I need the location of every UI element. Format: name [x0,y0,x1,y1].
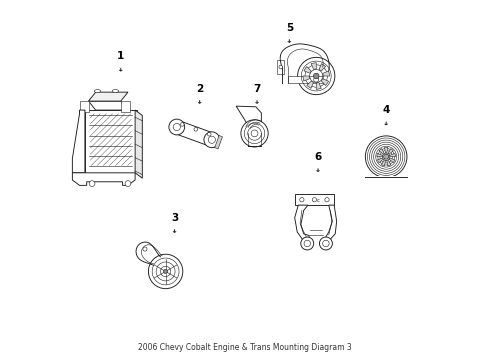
Polygon shape [310,63,316,69]
Polygon shape [378,149,384,154]
Text: 2006 Chevy Cobalt Engine & Trans Mounting Diagram 3: 2006 Chevy Cobalt Engine & Trans Mountin… [137,343,351,352]
Circle shape [160,266,170,276]
Circle shape [148,254,183,289]
Circle shape [125,181,131,186]
Bar [85,110,137,173]
Circle shape [300,237,313,250]
Polygon shape [236,106,261,132]
Circle shape [312,198,316,202]
Polygon shape [381,160,385,166]
Text: 3: 3 [171,213,178,232]
Polygon shape [387,149,392,154]
Polygon shape [88,101,128,110]
Circle shape [89,181,95,186]
Text: c: c [316,198,319,203]
Text: 4: 4 [382,105,389,125]
Circle shape [168,119,184,135]
Circle shape [322,240,328,247]
Polygon shape [377,158,383,163]
Circle shape [142,247,147,251]
Polygon shape [72,110,85,173]
Polygon shape [302,76,309,81]
FancyBboxPatch shape [364,176,407,181]
Polygon shape [321,79,328,85]
Polygon shape [121,101,129,112]
Circle shape [208,136,215,143]
Circle shape [241,120,267,147]
Polygon shape [318,64,325,71]
Ellipse shape [94,90,101,93]
Polygon shape [214,135,222,149]
Polygon shape [287,76,323,83]
Circle shape [299,198,304,202]
Text: 7: 7 [253,84,260,103]
Circle shape [304,240,310,247]
Bar [294,194,333,205]
Polygon shape [303,67,310,73]
Polygon shape [135,110,142,178]
Circle shape [163,269,167,274]
Text: 6: 6 [314,152,321,171]
Polygon shape [386,160,390,166]
Circle shape [156,262,175,281]
Circle shape [319,237,332,250]
Circle shape [313,77,318,82]
Text: 1: 1 [117,51,124,71]
Circle shape [203,132,219,148]
Circle shape [194,127,197,131]
Text: 5: 5 [285,23,292,42]
Bar [277,60,284,74]
Polygon shape [88,92,128,101]
Circle shape [324,198,328,202]
Polygon shape [388,158,394,163]
Circle shape [278,65,282,69]
Circle shape [383,154,388,159]
Text: 2: 2 [196,84,203,103]
Circle shape [297,57,334,95]
Polygon shape [376,153,382,157]
Ellipse shape [112,90,119,93]
Polygon shape [323,205,336,241]
Polygon shape [322,71,329,76]
Polygon shape [294,205,308,241]
Bar [90,114,131,166]
Polygon shape [316,82,321,89]
Polygon shape [389,153,395,157]
Circle shape [207,132,211,136]
Circle shape [173,123,180,131]
Polygon shape [80,101,88,112]
Polygon shape [171,120,216,147]
Circle shape [313,73,318,79]
Polygon shape [384,148,387,153]
Circle shape [152,258,179,285]
Polygon shape [306,81,313,88]
Polygon shape [72,173,135,185]
Circle shape [180,123,183,126]
